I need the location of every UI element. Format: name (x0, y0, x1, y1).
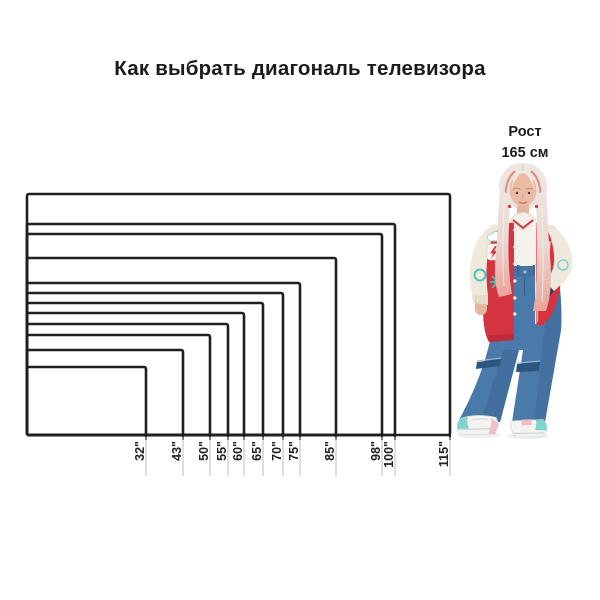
person-collar (509, 212, 537, 232)
jacket-buttons (512, 228, 517, 316)
size-label-50: 50" (197, 441, 211, 461)
earring-left (507, 204, 512, 209)
ring-patch (473, 268, 487, 282)
person-left-sleeve (469, 224, 501, 316)
earring-right (534, 204, 539, 209)
person-height-caption: Рост 165 см (463, 122, 587, 164)
person-height-caption-line2: 165 см (501, 145, 549, 161)
person-height-caption-line1: Рост (508, 124, 542, 140)
tv-size-rect-75 (25, 281, 302, 437)
person-hair-strands (495, 188, 551, 311)
size-label-100: 100" (382, 441, 396, 468)
size-label-65: 65" (250, 441, 264, 461)
tv-size-rect-60 (25, 311, 246, 437)
tv-size-rect-43 (25, 348, 185, 437)
sneaker-right (510, 419, 548, 438)
tv-size-rect-115 (25, 192, 452, 437)
doodle-patch (557, 259, 569, 271)
sneaker-left (456, 415, 499, 435)
size-label-60: 60" (231, 441, 245, 461)
person-face (509, 173, 537, 207)
size-label-55: 55" (215, 441, 229, 461)
person-illustration: N (456, 163, 573, 440)
person-hair-top (500, 163, 546, 198)
size-label-115: 115" (437, 441, 451, 467)
tv-size-rect-85 (25, 256, 338, 437)
page-title: Как выбрать диагональ телевизора (114, 57, 486, 80)
size-label-75: 75" (287, 441, 301, 461)
size-label-32: 32" (133, 441, 147, 461)
tv-size-rect-55 (25, 322, 230, 437)
size-label-43: 43" (170, 441, 184, 461)
size-label-70: 70" (270, 441, 284, 461)
size-label-85: 85" (323, 441, 337, 461)
tv-size-rect-32 (25, 365, 148, 437)
size-label-98: 98" (369, 441, 383, 461)
